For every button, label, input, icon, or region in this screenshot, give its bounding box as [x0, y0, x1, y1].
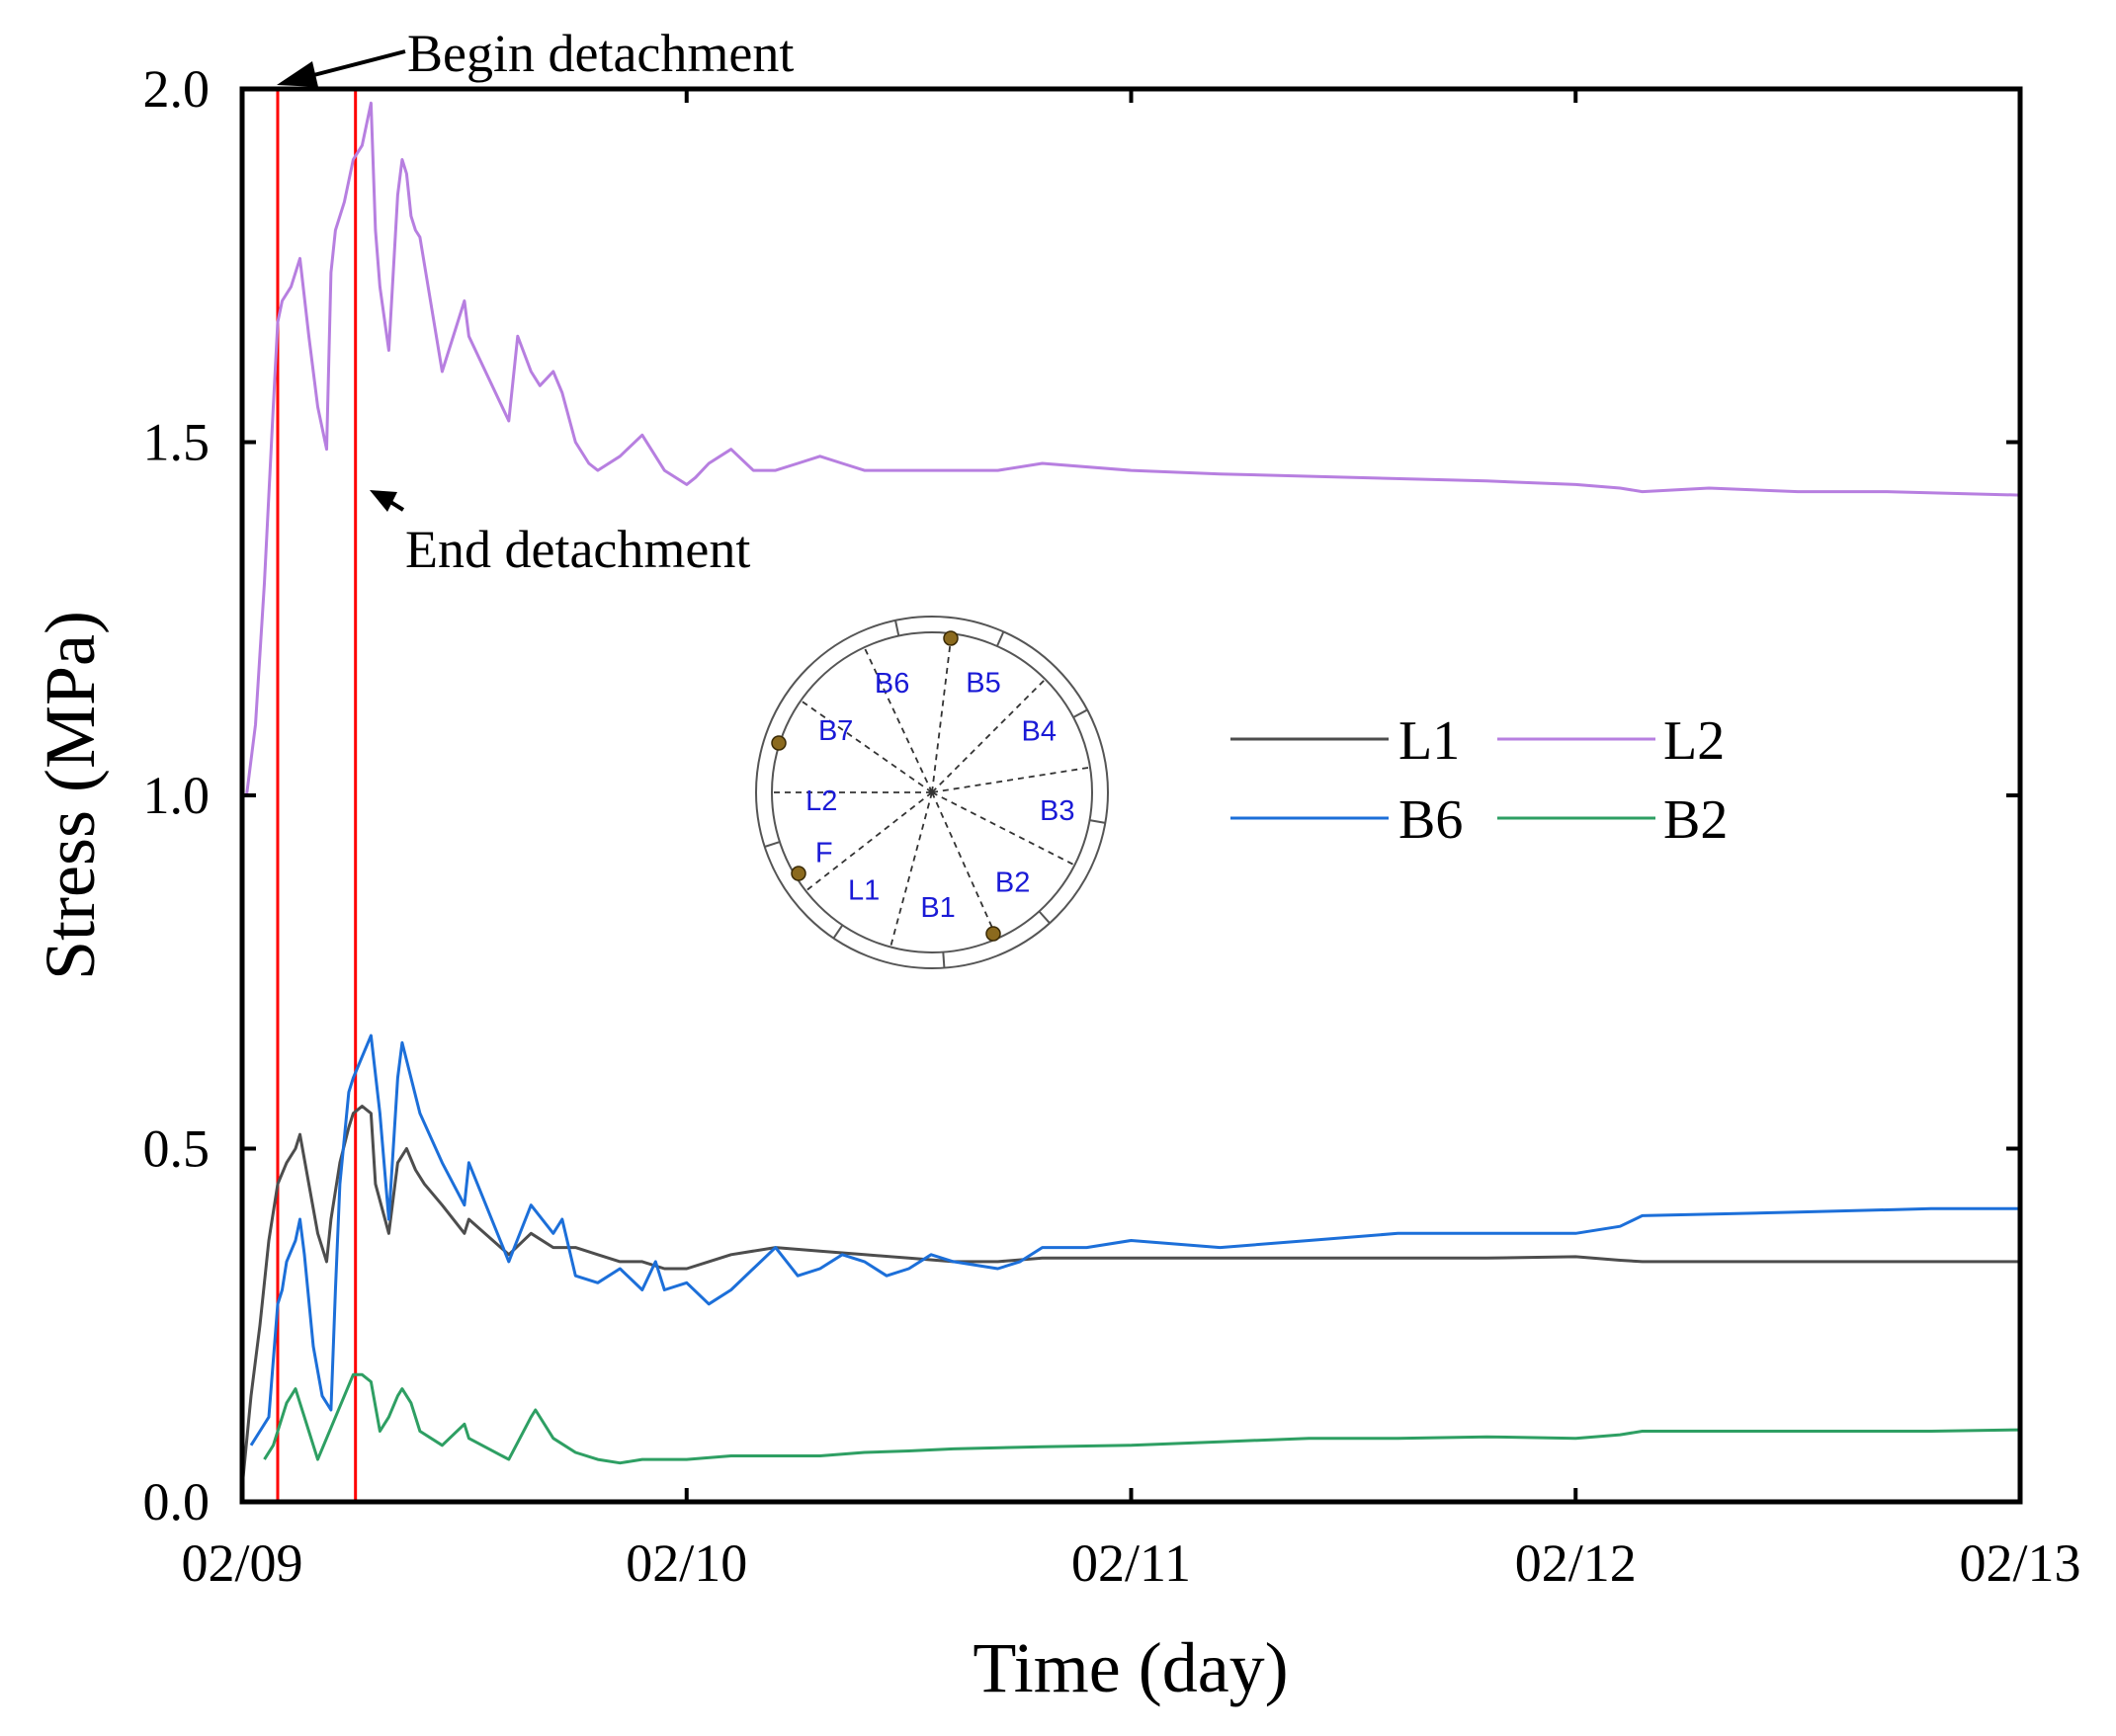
series-line-b6: [249, 1033, 2020, 1447]
inset-label-l2: L2: [805, 785, 837, 817]
x-axis-title: Time (day): [973, 1628, 1288, 1707]
inset-dashed-radius-4: [931, 791, 998, 940]
cross-section-inset: B5 B4 B3 B2 B1 L1 F L2 B7 B6: [755, 616, 1109, 969]
legend-label-b6: B6: [1398, 789, 1463, 851]
inset-label-b3: B3: [1040, 795, 1074, 827]
inset-label-b2: B2: [995, 868, 1030, 899]
inset-divider-6: [832, 924, 844, 940]
sensor-marker-bottom: [985, 926, 1001, 942]
annotation-begin: Begin detachment: [277, 24, 794, 87]
legend: L1 L2 B6 B2: [1230, 710, 1728, 851]
series-lines: [240, 101, 2021, 1488]
inset-inner-ring: [771, 631, 1093, 953]
end-detachment-label: End detachment: [405, 520, 750, 579]
x-tick-label-0: 02/09: [181, 1533, 302, 1593]
inset-label-b7: B7: [818, 715, 853, 747]
inset-divider-5: [942, 951, 946, 968]
inset-outer-ring: [755, 616, 1109, 969]
inset-label-b6: B6: [875, 668, 909, 700]
legend-label-b2: B2: [1663, 789, 1728, 851]
annotation-end: End detachment: [370, 490, 750, 579]
legend-label-l1: L1: [1398, 710, 1460, 772]
inset-dashed-radius-9: [863, 646, 933, 793]
sensor-marker-lower-left: [791, 866, 806, 881]
axis-ticks: [240, 87, 2022, 1504]
x-tick-label-3: 02/12: [1515, 1533, 1637, 1593]
inset-divider-0: [894, 620, 900, 636]
y-tick-label-0: 0.0: [143, 1472, 211, 1531]
inset-dashed-radii: [772, 633, 1091, 948]
y-tick-label-2: 1.0: [143, 766, 211, 825]
inset-divider-1: [995, 630, 1005, 647]
y-tick-labels: 0.0 0.5 1.0 1.5 2.0: [143, 59, 211, 1531]
x-tick-labels: 02/09 02/10 02/11 02/12 02/13: [181, 1533, 2080, 1593]
y-tick-label-1: 0.5: [143, 1119, 211, 1179]
sensor-marker-top: [943, 630, 959, 646]
inset-divider-7: [764, 841, 781, 848]
series-line-l1: [240, 1105, 2020, 1488]
inset-dashed-radius-2: [931, 766, 1091, 793]
x-tick-label-1: 02/10: [626, 1533, 747, 1593]
series-line-b2: [263, 1372, 2021, 1465]
inset-divider-2: [1072, 708, 1088, 718]
inset-label-l1: L1: [848, 874, 880, 906]
end-arrowhead: [370, 490, 397, 512]
y-tick-label-3: 1.5: [143, 413, 211, 472]
begin-arrowhead: [277, 61, 318, 87]
inset-label-b1: B1: [920, 892, 955, 924]
inset-dashed-radius-0: [931, 633, 953, 793]
y-tick-label-4: 2.0: [143, 59, 211, 119]
plot-frame: [239, 86, 2023, 1505]
inset-dashed-radius-3: [931, 791, 1075, 867]
inset-dashed-radius-1: [931, 678, 1047, 793]
x-tick-label-4: 02/13: [1959, 1533, 2080, 1593]
inset-label-f: F: [815, 838, 833, 869]
inset-dashed-radius-6: [804, 791, 933, 892]
inset-dashed-radius-5: [889, 791, 933, 948]
inset-divider-3: [1089, 819, 1106, 824]
x-tick-label-2: 02/11: [1071, 1533, 1191, 1593]
series-line-l2: [245, 101, 2021, 796]
begin-detachment-label: Begin detachment: [407, 24, 794, 83]
detachment-lines: [276, 89, 358, 1502]
legend-label-l2: L2: [1663, 710, 1725, 772]
inset-label-b5: B5: [966, 668, 1000, 700]
inset-dashed-radius-8: [800, 700, 933, 793]
sensor-marker-left: [771, 735, 787, 751]
y-axis-title: Stress (MPa): [31, 611, 110, 980]
inset-segment-labels: B5 B4 B3 B2 B1 L1 F L2 B7 B6: [805, 668, 1074, 924]
inset-dividers: [764, 620, 1106, 968]
inset-divider-4: [1038, 910, 1051, 924]
inset-label-b4: B4: [1022, 716, 1057, 748]
begin-arrow-shaft: [297, 49, 406, 81]
